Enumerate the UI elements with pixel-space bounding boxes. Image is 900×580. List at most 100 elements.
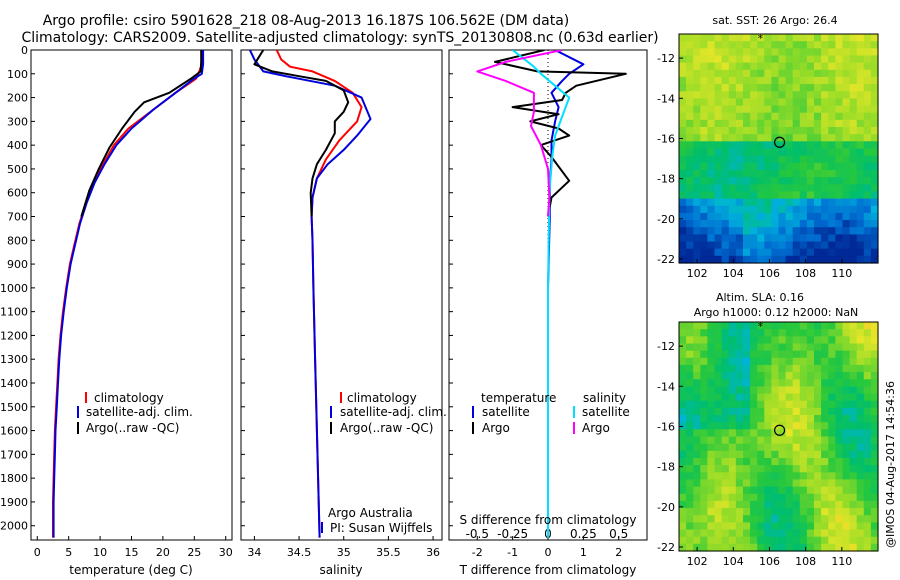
map-cell	[679, 184, 687, 193]
salinity-legend: climatology satellite-adj. clim. Argo(..…	[321, 391, 447, 535]
salinity-tick-label: 34.5	[287, 546, 312, 559]
map-cell	[863, 248, 872, 257]
map-cell	[707, 343, 716, 352]
map-cell	[693, 48, 701, 57]
map-cell	[771, 379, 780, 388]
map-cell	[721, 479, 730, 488]
map-cell	[870, 465, 879, 473]
map-cell	[842, 436, 851, 445]
map-cell	[856, 241, 865, 250]
map-lon-tick-label: 106	[759, 555, 780, 568]
map-cell	[735, 76, 744, 85]
map-cell	[679, 458, 687, 466]
map-cell	[707, 407, 716, 416]
map-cell	[863, 170, 872, 178]
map-cell	[814, 76, 822, 85]
map-cell	[828, 458, 836, 466]
map-lat-tick-label: -18	[657, 173, 675, 186]
map-cell	[735, 372, 744, 380]
map-cell	[707, 177, 716, 185]
map-cell	[728, 227, 737, 235]
map-cell	[778, 241, 787, 250]
map-cell	[757, 515, 765, 523]
map-cell	[743, 400, 751, 409]
map-cell	[870, 543, 879, 552]
map-cell	[735, 134, 744, 142]
map-cell	[750, 350, 758, 359]
map-cell	[785, 212, 794, 221]
map-cell	[856, 436, 865, 445]
map-cell	[764, 436, 772, 445]
map-cell	[799, 255, 808, 264]
map-cell	[728, 69, 737, 78]
map-cell	[693, 465, 701, 473]
map-cell	[806, 450, 815, 459]
map-cell	[821, 105, 829, 114]
map-cell	[679, 372, 687, 380]
map-cell	[679, 62, 687, 71]
map-cell	[856, 212, 865, 221]
map-cell	[835, 500, 844, 509]
map-cell	[757, 543, 765, 552]
map-cell	[750, 493, 758, 502]
map-cell	[686, 364, 694, 373]
map-cell	[799, 34, 808, 42]
map-cell	[693, 62, 701, 71]
map-cell	[679, 198, 687, 207]
map-cell	[771, 119, 780, 128]
map-cell	[842, 69, 851, 78]
map-cell	[750, 34, 758, 42]
map-cell	[785, 493, 794, 502]
map-cell	[785, 500, 794, 509]
map-cell	[870, 522, 879, 531]
map-cell	[714, 379, 723, 388]
map-cell	[792, 155, 801, 164]
map-cell	[735, 422, 744, 430]
map-cell	[849, 62, 858, 71]
map-cell	[728, 372, 737, 380]
map-cell	[735, 205, 744, 214]
map-cell	[721, 515, 730, 523]
temperature-tick-label: 20	[156, 546, 170, 559]
map-cell	[735, 486, 744, 495]
map-cell	[856, 465, 865, 473]
map-cell	[721, 508, 730, 516]
map-cell	[728, 465, 737, 473]
map-cell	[728, 84, 737, 92]
depth-tick-label: 1700	[0, 448, 28, 461]
map-cell	[764, 458, 772, 466]
map-cell	[778, 450, 787, 459]
map-cell	[707, 41, 716, 49]
map-cell	[842, 170, 851, 178]
map-cell	[757, 536, 765, 545]
map-cell	[735, 177, 744, 185]
map-cell	[750, 415, 758, 423]
map-cell	[863, 69, 872, 78]
map-cell	[771, 322, 780, 330]
map-cell	[735, 393, 744, 402]
map-cell	[721, 98, 730, 107]
map-cell	[821, 458, 829, 466]
map-cell	[828, 379, 836, 388]
map-cell	[849, 241, 858, 250]
map-cell	[679, 329, 687, 337]
map-cell	[849, 184, 858, 193]
map-cell	[849, 155, 858, 164]
map-cell	[750, 69, 758, 78]
map-cell	[856, 508, 865, 516]
map-cell	[721, 41, 730, 49]
map-cell	[814, 450, 822, 459]
series-line-argo-raw-qc	[253, 50, 350, 217]
map-cell	[856, 472, 865, 481]
map-cell	[735, 234, 744, 243]
map-cell	[806, 343, 815, 352]
map-cell	[693, 205, 701, 214]
map-cell	[771, 241, 780, 250]
map-cell	[714, 227, 723, 235]
map-cell	[814, 543, 822, 552]
map-cell	[792, 184, 801, 193]
map-cell	[735, 98, 744, 107]
map-cell	[870, 112, 879, 121]
map-cell	[785, 119, 794, 128]
t-difference-tick-label: 0	[545, 546, 552, 559]
